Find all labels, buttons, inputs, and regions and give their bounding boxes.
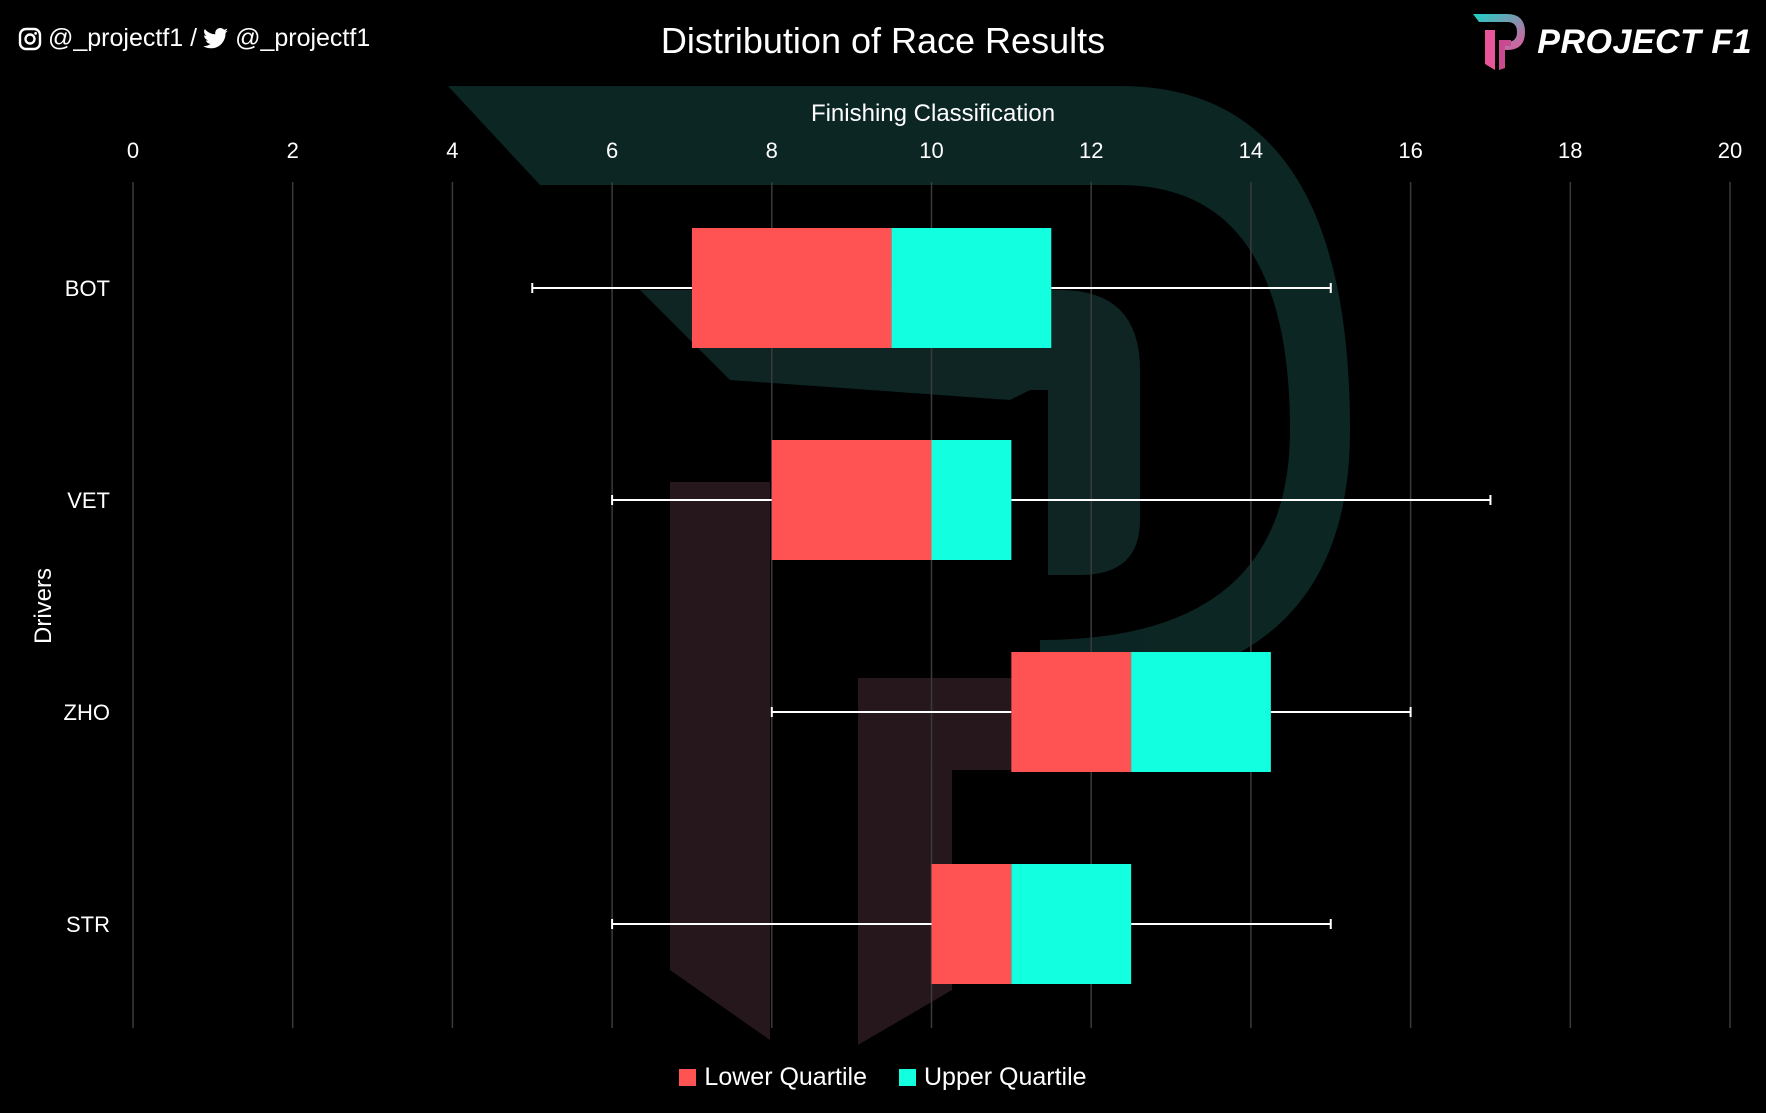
legend-swatch-upper-quartile	[899, 1069, 916, 1086]
y-axis-categories: BOT VET ZHO STR	[64, 276, 110, 937]
box-lower-quartile	[771, 440, 932, 560]
legend-swatch-lower-quartile	[679, 1069, 697, 1086]
chart-title: Distribution of Race Results	[660, 20, 1106, 61]
brand-name: PROJECT F1	[1537, 22, 1752, 61]
x-tick-label: 6	[606, 138, 618, 163]
watermark-p-bow	[448, 86, 1350, 691]
x-tick-label: 10	[919, 138, 943, 163]
legend-label-upper-quartile: Upper Quartile	[924, 1063, 1087, 1091]
box-upper-quartile	[931, 440, 1012, 560]
box-lower-quartile	[1011, 652, 1132, 772]
instagram-icon	[18, 27, 42, 50]
legend-item-upper-quartile: Upper Quartile	[899, 1063, 1087, 1092]
boxes	[531, 228, 1492, 984]
social-handles: @_projectf1 / @_projectf1	[18, 24, 370, 53]
watermark-f-stem-left	[670, 482, 770, 1040]
x-tick-label: 0	[127, 138, 139, 163]
x-tick-label: 14	[1239, 138, 1263, 163]
box-upper-quartile	[891, 228, 1052, 348]
x-tick-label: 8	[766, 138, 778, 163]
x-tick-label: 12	[1079, 138, 1103, 163]
box-upper-quartile	[1131, 652, 1271, 772]
legend: Lower Quartile Upper Quartile	[0, 1063, 1766, 1092]
x-tick-label: 16	[1398, 138, 1422, 163]
y-category-label: VET	[67, 488, 110, 513]
twitter-handle: @_projectf1	[235, 24, 371, 52]
x-axis-label: Finishing Classification	[810, 100, 1056, 127]
y-axis-label: Drivers	[30, 568, 57, 644]
watermark-p-inner	[640, 290, 1140, 575]
x-tick-label: 20	[1718, 138, 1742, 163]
instagram-handle: @_projectf1 /	[48, 24, 198, 52]
project-f1-logo-icon	[1473, 14, 1526, 70]
x-tick-label: 18	[1558, 138, 1582, 163]
brand-logo: PROJECT F1	[1471, 12, 1752, 72]
y-category-label: ZHO	[64, 700, 110, 725]
x-tick-label: 2	[287, 138, 299, 163]
watermark-logo	[448, 86, 1350, 1045]
watermark-f-stem-right	[858, 678, 1020, 1045]
x-axis-ticks: 0 2 4 6 8 10 12 14 16 18 20	[127, 138, 1742, 163]
y-category-label: STR	[66, 912, 110, 937]
y-category-label: BOT	[65, 276, 110, 301]
box-upper-quartile	[1011, 864, 1132, 984]
box-lower-quartile	[691, 228, 892, 348]
legend-label-lower-quartile: Lower Quartile	[704, 1063, 867, 1091]
legend-item-lower-quartile: Lower Quartile	[679, 1063, 867, 1092]
twitter-icon	[203, 27, 229, 48]
box-lower-quartile	[931, 864, 1012, 984]
x-tick-label: 4	[446, 138, 458, 163]
